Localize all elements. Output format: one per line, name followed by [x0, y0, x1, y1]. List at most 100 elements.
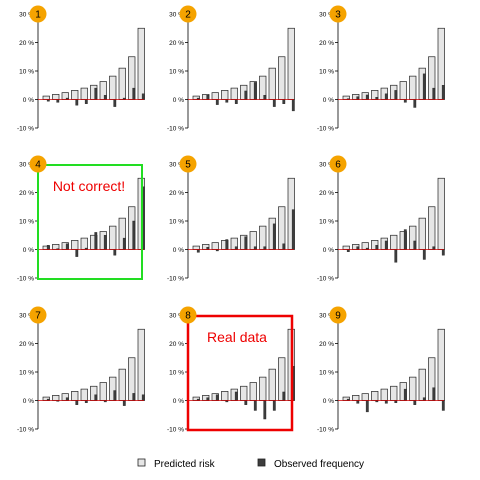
y-tick-label: 10 %: [319, 370, 334, 377]
observed-bar: [65, 243, 69, 250]
predicted-bar: [80, 87, 88, 100]
observed-bar: [253, 246, 257, 250]
observed-bar: [103, 95, 107, 100]
highlight-box: [37, 164, 143, 280]
predicted-bar: [137, 27, 145, 100]
y-tick-label: 10 %: [169, 370, 184, 377]
predicted-bar: [118, 67, 126, 100]
observed-bar: [244, 400, 248, 405]
observed-bar: [272, 223, 276, 250]
chart-panel-1: 30 % 20 % 10 % 0 % -10 % 1: [17, 5, 145, 133]
y-tick-label: 20 %: [319, 190, 334, 197]
y-tick-label: 0 %: [323, 247, 334, 254]
observed-bar: [413, 99, 417, 108]
observed-bar: [413, 240, 417, 250]
observed-bar: [94, 87, 98, 100]
predicted-bar: [428, 206, 436, 250]
y-tick-label: -10 %: [17, 427, 34, 434]
predicted-bar: [399, 81, 407, 100]
panel-badge-number: 7: [35, 311, 41, 322]
y-tick-label: -10 %: [17, 276, 34, 283]
observed-bar: [244, 236, 248, 250]
chart-panel-8: 30 % 20 % 10 % 0 % -10 % Real data 8: [167, 306, 295, 434]
y-tick-label: -10 %: [167, 276, 184, 283]
observed-bar: [141, 394, 145, 401]
panel-badge-number: 2: [185, 10, 191, 21]
observed-bar: [215, 394, 219, 401]
predicted-bar: [268, 368, 276, 401]
observed-bar: [65, 397, 69, 401]
observed-bar: [234, 391, 238, 401]
chart-panel-7: 30 % 20 % 10 % 0 % -10 % 7: [17, 306, 145, 434]
panel-badge: [179, 5, 197, 23]
predicted-bar: [278, 56, 286, 100]
chart-panel-3: 30 % 20 % 10 % 0 % -10 % 3: [317, 5, 445, 133]
chart-panels: 30 %20 %10 %0 %-10 %1 30 %20 %10 %0 %-10 …: [17, 5, 445, 434]
legend-observed-label: Observed frequency: [274, 459, 364, 470]
observed-bar: [56, 99, 60, 103]
observed-bar: [94, 232, 98, 250]
y-tick-label: -10 %: [317, 276, 334, 283]
predicted-bar: [390, 234, 398, 250]
predicted-bar: [221, 391, 229, 401]
panel-badge-number: 6: [335, 160, 341, 171]
observed-bar: [422, 249, 426, 260]
predicted-bar: [221, 90, 229, 100]
predicted-bar: [99, 382, 107, 401]
panel-badge: [29, 155, 47, 173]
y-tick-label: 10 %: [169, 69, 184, 76]
legend-predicted-swatch: [137, 458, 146, 467]
observed-bar: [141, 93, 145, 100]
observed-bar: [403, 99, 407, 103]
panel-badge-number: 5: [185, 160, 191, 171]
observed-bar: [113, 249, 117, 256]
observed-bar: [215, 99, 219, 105]
panel-annotation: Real data: [207, 329, 267, 345]
observed-bar: [103, 235, 107, 250]
predicted-bar: [52, 395, 60, 401]
predicted-bar: [249, 382, 257, 401]
observed-bar: [282, 391, 286, 401]
y-tick-label: 30 %: [19, 162, 34, 169]
observed-bar: [356, 400, 360, 404]
y-tick-label: 30 %: [319, 313, 334, 320]
y-tick-label: 0 %: [173, 398, 184, 405]
predicted-bar: [240, 385, 248, 401]
chart-panel-4: 30 % 20 % 10 % 0 % -10 % Not correct! 4: [17, 155, 145, 283]
predicted-bar: [211, 242, 219, 250]
y-tick-label: 20 %: [169, 190, 184, 197]
observed-bar: [432, 387, 436, 401]
y-tick-label: 30 %: [19, 313, 34, 320]
predicted-bar: [52, 94, 60, 100]
predicted-bar: [71, 391, 79, 401]
observed-bar: [291, 99, 295, 112]
predicted-bar: [268, 67, 276, 100]
panel-badge: [179, 306, 197, 324]
y-tick-label: 0 %: [23, 398, 34, 405]
observed-bar: [394, 90, 398, 100]
predicted-bar: [409, 75, 417, 100]
y-tick-label: -10 %: [167, 126, 184, 133]
observed-bar: [403, 388, 407, 401]
y-tick-label: 30 %: [169, 313, 184, 320]
observed-bar: [46, 245, 50, 250]
predicted-bar: [352, 395, 360, 401]
y-tick-label: 30 %: [319, 12, 334, 19]
observed-bar: [263, 95, 267, 100]
predicted-bar: [437, 177, 445, 250]
legend-predicted-label: Predicted risk: [154, 459, 216, 470]
predicted-bar: [437, 328, 445, 401]
y-tick-label: 30 %: [319, 162, 334, 169]
observed-bar: [282, 99, 286, 104]
observed-bar: [422, 73, 426, 100]
observed-bar: [113, 390, 117, 401]
predicted-bar: [80, 237, 88, 250]
observed-bar: [413, 400, 417, 405]
observed-bar: [75, 249, 79, 257]
observed-bar: [272, 400, 276, 411]
observed-bar: [234, 99, 238, 104]
panel-badge-number: 4: [35, 160, 41, 171]
predicted-bar: [109, 75, 117, 100]
observed-bar: [75, 99, 79, 106]
